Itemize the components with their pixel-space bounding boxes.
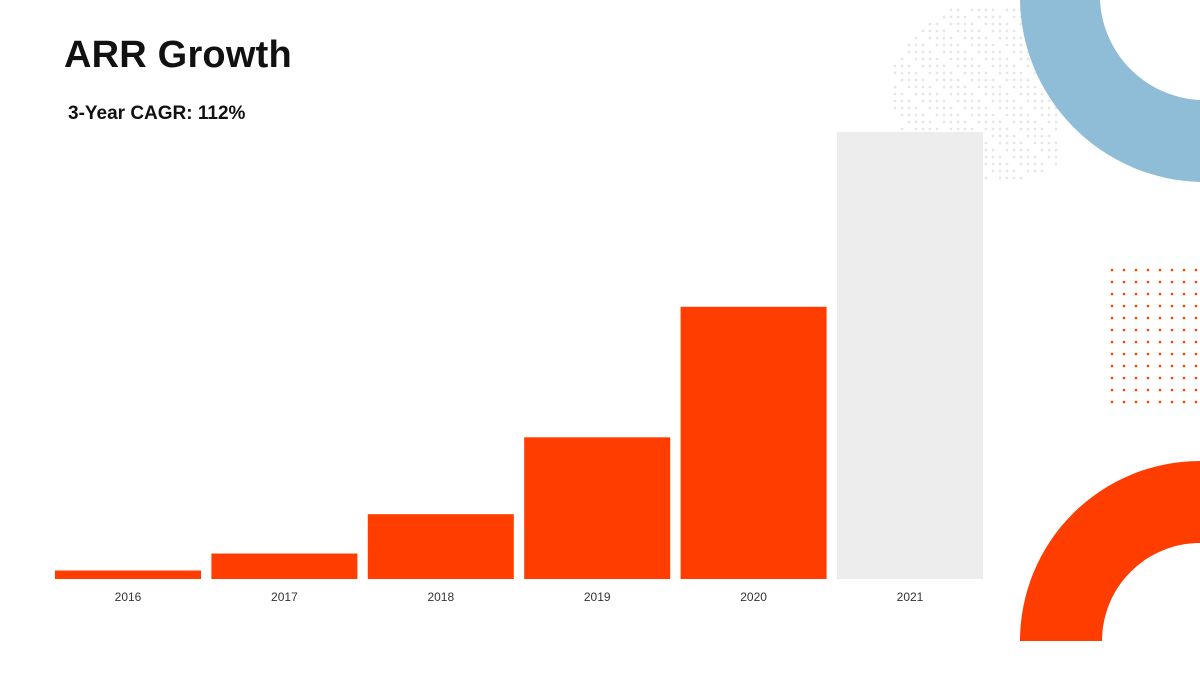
x-tick-label-2016: 2016 <box>115 590 142 604</box>
x-tick-label-2019: 2019 <box>584 590 611 604</box>
bar-2016 <box>55 570 201 579</box>
x-tick-label-2020: 2020 <box>740 590 767 604</box>
page-title: ARR Growth <box>64 34 292 76</box>
orange-arc-decoration <box>1020 461 1200 641</box>
x-tick-label-2021: 2021 <box>897 590 924 604</box>
x-tick-label-2018: 2018 <box>427 590 454 604</box>
bar-2018 <box>367 514 514 579</box>
bar-2019 <box>524 437 671 579</box>
orange-dot-grid-decoration <box>1110 268 1198 404</box>
bar-2020 <box>680 306 827 579</box>
cagr-subtitle: 3-Year CAGR: 112% <box>68 103 246 124</box>
x-tick-label-2017: 2017 <box>271 590 298 604</box>
blue-ring-decoration <box>1020 0 1200 182</box>
bar-2021 <box>837 132 983 579</box>
bar-2017 <box>211 553 358 579</box>
